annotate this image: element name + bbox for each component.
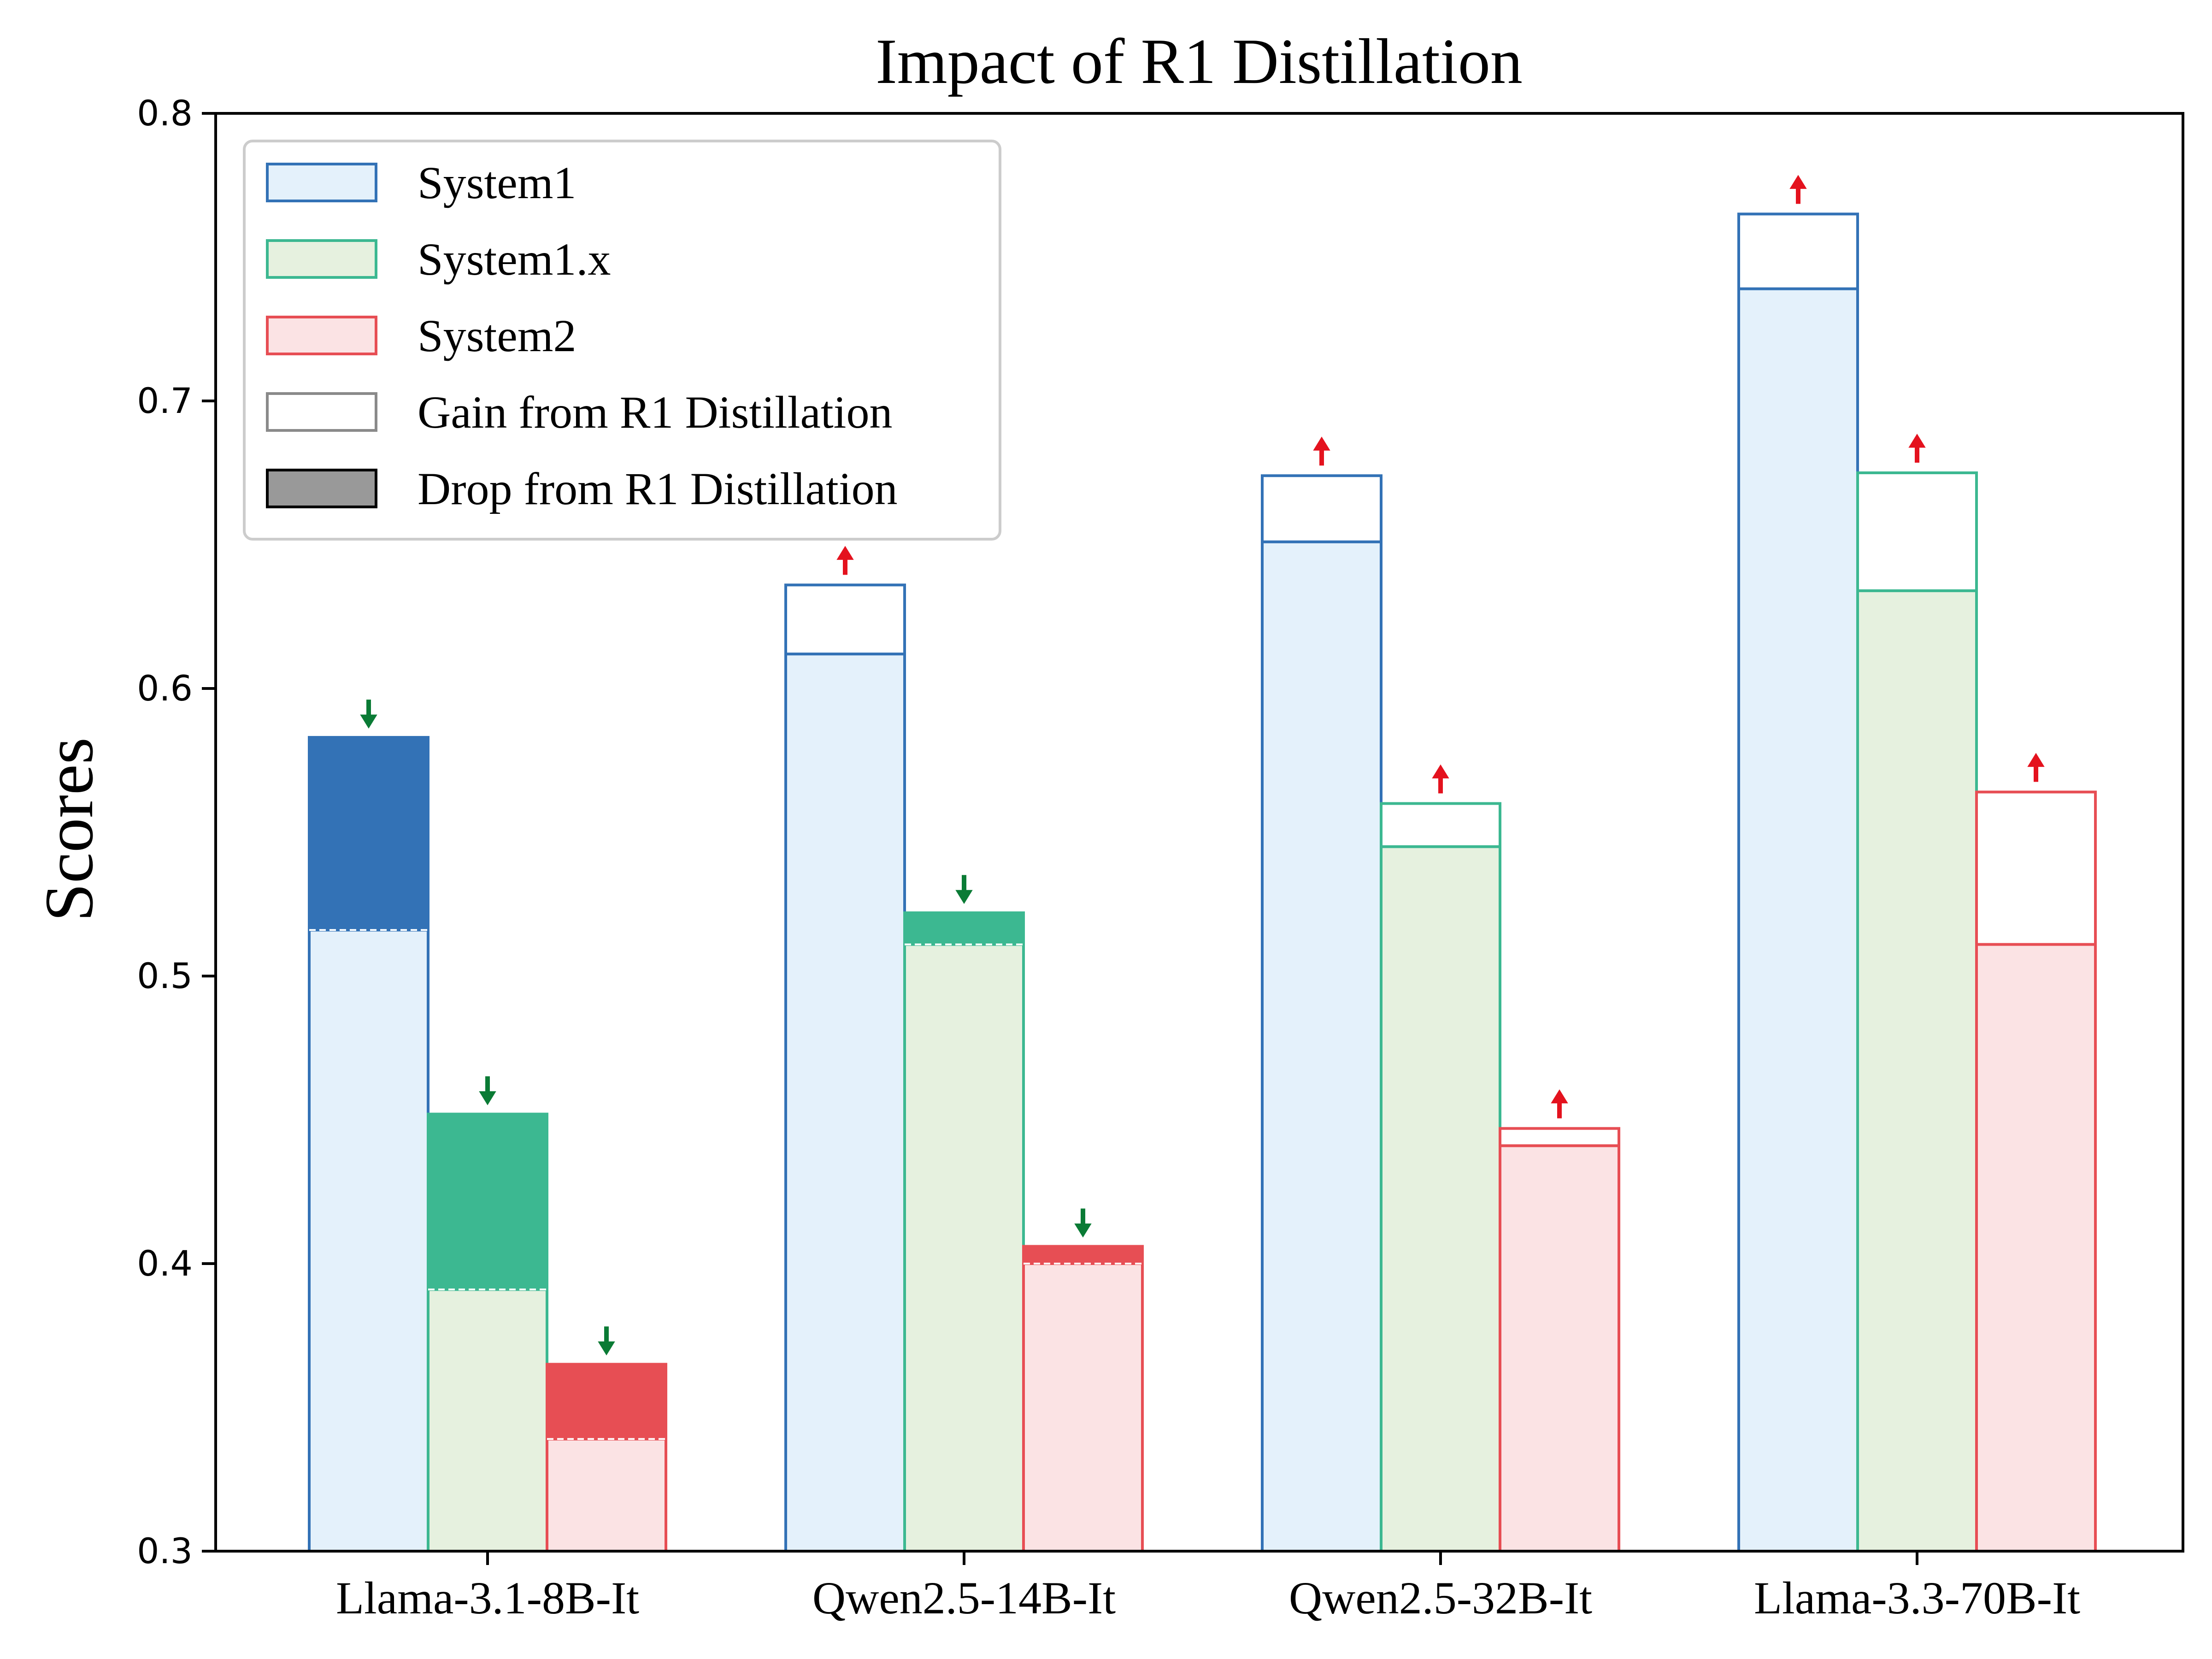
bar-system2-0-drop-arrow-head	[598, 1341, 615, 1356]
bar-system2-1-drop	[1022, 1245, 1144, 1265]
bar-system1x-0	[427, 1288, 548, 1553]
bar-system1-3-gain-arrow-head	[1789, 175, 1807, 189]
bar-system1x-1	[903, 943, 1025, 1553]
bar-system1x-0-drop-arrow-head	[479, 1091, 496, 1106]
bar-system2-2-gain	[1499, 1127, 1620, 1147]
bars-layer	[308, 212, 2097, 1553]
bar-system1x-2-gain-arrow	[1432, 764, 1449, 794]
y-tick-label-2: 0.5	[137, 955, 193, 996]
bar-system1x-3-gain-arrow-head	[1908, 434, 1926, 448]
arrows-layer	[360, 175, 2045, 1356]
legend-swatch-3	[266, 392, 377, 432]
bar-system2-3-gain	[1975, 790, 2097, 946]
bar-system1-1-gain-arrow-head	[836, 546, 854, 560]
bar-system2-3-gain-arrow	[2027, 753, 2045, 782]
legend-swatch-1	[266, 239, 377, 279]
chart-title: Impact of R1 Distillation	[876, 26, 1523, 97]
y-tick-label-4: 0.7	[137, 380, 193, 421]
legend-label-0: System1	[418, 157, 576, 208]
bar-system2-1	[1022, 1262, 1144, 1553]
x-tick-label-1: Qwen2.5-14B-It	[812, 1572, 1116, 1624]
bar-system1-0-drop	[308, 736, 429, 932]
bar-system2-1-drop-arrow-head	[1074, 1224, 1092, 1238]
y-tick-label-0: 0.3	[137, 1530, 193, 1571]
legend-box	[243, 140, 1001, 541]
y-tick-label-3: 0.6	[137, 668, 193, 709]
bar-system1x-1-drop-arrow	[955, 875, 973, 904]
legend-swatch-2	[266, 316, 377, 355]
bar-system1x-2	[1380, 845, 1501, 1553]
legend-swatch-4	[266, 469, 377, 508]
bar-system2-2-gain-arrow	[1551, 1089, 1568, 1118]
legend-label-1: System1.x	[418, 234, 611, 285]
legend-swatch-0	[266, 163, 377, 202]
bar-system1-2	[1261, 540, 1382, 1553]
bar-system2-0-drop-arrow	[598, 1326, 615, 1356]
bar-system1x-2-gain-arrow-head	[1432, 764, 1449, 779]
y-axis-label: Scores	[31, 737, 107, 922]
x-tick-label-2: Qwen2.5-32B-It	[1289, 1572, 1592, 1624]
bar-system1-1-gain	[784, 583, 906, 656]
x-tick-label-3: Llama-3.3-70B-It	[1754, 1572, 2080, 1624]
y-tick-label-1: 0.4	[137, 1243, 193, 1284]
bar-system1x-1-drop-arrow-head	[955, 890, 973, 904]
bar-system1-3	[1737, 287, 1859, 1553]
bar-system1x-3	[1856, 589, 1978, 1553]
bar-system1-3-gain	[1737, 212, 1859, 290]
bar-system2-1-drop-arrow	[1074, 1208, 1092, 1238]
bar-system1x-3-gain-arrow	[1908, 434, 1926, 463]
legend-label-2: System2	[418, 310, 576, 361]
bar-system2-0-drop	[546, 1363, 667, 1441]
bar-system1-0-drop-arrow	[360, 700, 377, 729]
axes-layer: 0.3 0.4 0.5 0.6 0.7 0.8 Llama-3.1-8B-It Qwen2.5…	[137, 93, 2184, 1624]
bar-system1x-0-drop	[427, 1112, 548, 1291]
x-tick-label-0: Llama-3.1-8B-It	[336, 1572, 639, 1624]
bar-system1x-1-drop	[903, 911, 1025, 946]
bar-system1x-2-gain	[1380, 802, 1501, 848]
bar-system1x-0-drop-arrow	[479, 1076, 496, 1106]
bar-system1x-3-gain	[1856, 471, 1978, 592]
bar-system1-2-gain-arrow	[1313, 436, 1330, 466]
legend-label-3: Gain from R1 Distillation	[418, 387, 892, 438]
bar-system2-3-gain-arrow-head	[2027, 753, 2045, 767]
bar-system2-2-gain-arrow-head	[1551, 1089, 1568, 1104]
plot-frame	[214, 112, 2184, 1553]
bar-system2-0	[546, 1437, 667, 1553]
bar-system2-2	[1499, 1144, 1620, 1553]
bar-system1-3-gain-arrow	[1789, 175, 1807, 204]
bar-system2-3	[1975, 943, 2097, 1553]
bar-system1-0-drop-arrow-head	[360, 714, 377, 729]
y-tick-label-5: 0.8	[137, 93, 193, 134]
bar-system1-2-gain-arrow-head	[1313, 436, 1330, 451]
bar-system1-1-gain-arrow	[836, 546, 854, 575]
bar-system1-1	[784, 653, 906, 1553]
bar-system1-0	[308, 929, 429, 1553]
legend-label-4: Drop from R1 Distillation	[418, 463, 898, 514]
legend: System1 System1.x System2 Gain from R1 Dist…	[243, 140, 1001, 541]
bar-system1-2-gain	[1261, 474, 1382, 543]
